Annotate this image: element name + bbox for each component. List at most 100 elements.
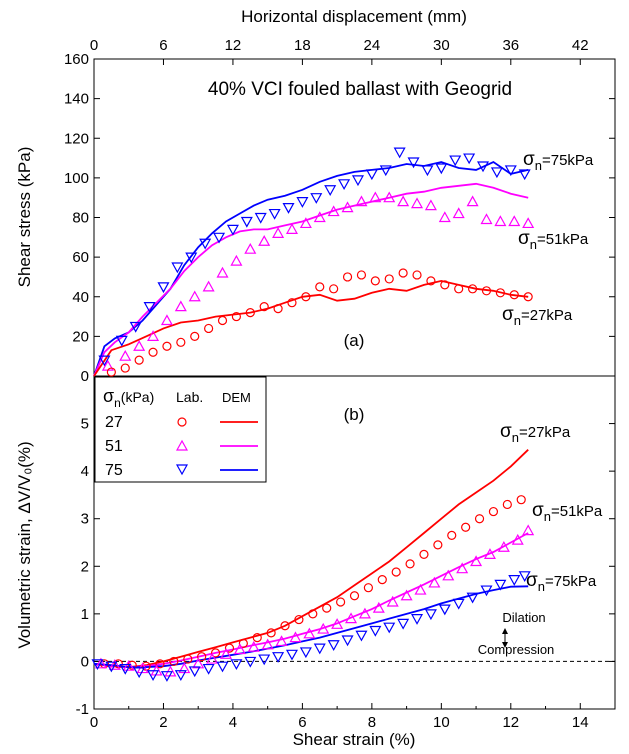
y-tick-label: 4	[81, 463, 89, 480]
y-axis-label-volumetric-strain: Volumetric strain, ΔV/V₀(%)	[15, 441, 34, 648]
lab-point-51	[480, 213, 493, 225]
lab-point-75	[355, 630, 368, 642]
dem-line-75	[93, 585, 529, 668]
lab-point-75	[213, 232, 226, 244]
lab-point-75	[258, 654, 271, 666]
lab-point-27	[155, 659, 165, 669]
lab-point-75	[282, 202, 295, 214]
x-axis-label: Shear strain (%)	[293, 730, 416, 749]
lab-point-75	[105, 661, 118, 673]
y-tick-label: 80	[72, 210, 89, 227]
lab-point-75	[299, 647, 312, 659]
annotation-text: =75kPa	[545, 573, 597, 590]
y-tick-label: 2	[81, 558, 89, 575]
lab-point-27	[474, 514, 485, 524]
lab-point-27	[349, 591, 360, 601]
lab-point-51	[261, 638, 274, 650]
lab-point-51	[247, 640, 260, 652]
lab-point-51	[188, 290, 201, 302]
lab-point-75	[452, 598, 465, 610]
lab-point-75	[310, 193, 323, 204]
lab-point-27	[447, 530, 457, 540]
lab-point-75	[199, 238, 212, 250]
sigma-subscript: n	[514, 313, 521, 328]
lab-point-51	[383, 191, 396, 203]
lab-point-27	[238, 638, 248, 648]
panel-label-b: (b)	[344, 405, 365, 424]
lab-point-75	[129, 321, 142, 333]
series-layer	[91, 147, 535, 682]
lab-point-75	[504, 165, 517, 177]
annotation-sigma-27-volumetric: σn=27kPa	[500, 421, 571, 445]
lab-point-75	[147, 670, 160, 681]
annotation-text: =51kPa	[551, 503, 603, 520]
lab-point-51	[275, 635, 288, 647]
lab-point-75	[466, 592, 479, 604]
x-tick-label: 2	[159, 714, 167, 731]
lab-point-51	[272, 227, 285, 238]
sigma-symbol: σ	[103, 386, 114, 406]
lab-point-51	[174, 300, 187, 312]
lab-point-75	[494, 579, 507, 591]
lab-point-75	[463, 153, 476, 165]
lab-point-27	[516, 495, 526, 505]
lab-point-51	[358, 607, 371, 619]
plot-frame-shear-stress	[93, 58, 616, 377]
lab-point-75	[143, 302, 156, 313]
lab-point-75	[324, 185, 337, 196]
legend-marker-51	[175, 439, 189, 451]
lab-point-27	[294, 614, 304, 625]
annotation-text: =51kPa	[537, 231, 589, 248]
lab-point-51	[414, 583, 427, 595]
lab-point-27	[467, 284, 478, 294]
lab-point-75	[397, 618, 410, 630]
sigma-symbol: σ	[502, 304, 514, 325]
lab-point-51	[372, 601, 385, 613]
x2-tick-label: 42	[572, 37, 589, 54]
lab-point-51	[94, 657, 107, 669]
lab-point-51	[341, 201, 354, 213]
lab-point-27	[398, 268, 408, 278]
lab-point-75	[119, 663, 132, 675]
lab-point-75	[490, 167, 503, 179]
annotation-sigma-75-volumetric: σn=75kPa	[526, 570, 597, 594]
lab-point-75	[91, 659, 104, 671]
lab-point-27	[426, 276, 436, 286]
lab-point-27	[342, 272, 353, 282]
lab-point-51	[317, 622, 330, 634]
lab-point-75	[272, 652, 285, 663]
lab-point-27	[183, 654, 193, 664]
axes-layer: 0 2 4 6 8 10 12 140 6 12 18 24 30 36 42020406080100120…	[64, 37, 615, 731]
lab-point-51	[369, 191, 382, 203]
x-tick-label: 0	[90, 714, 98, 731]
lab-point-51	[411, 197, 424, 209]
lab-point-51	[258, 235, 271, 246]
lab-point-75	[185, 252, 198, 264]
lab-point-51	[456, 562, 469, 574]
legend-header-dem: DEM	[222, 390, 251, 405]
sigma-subscript: n	[530, 237, 537, 252]
lab-point-75	[327, 640, 340, 652]
lab-point-27	[120, 363, 130, 373]
lab-point-75	[188, 666, 201, 678]
lab-point-75	[476, 161, 490, 173]
lab-point-75	[254, 212, 267, 224]
sigma-symbol: σ	[526, 570, 538, 591]
legend-header-lab: Lab.	[176, 389, 203, 405]
sigma-symbol: σ	[500, 421, 512, 442]
lab-point-51	[192, 657, 205, 669]
lab-point-27	[106, 367, 116, 377]
lab-point-27	[377, 575, 387, 585]
lab-point-27	[176, 337, 186, 347]
lab-point-75	[202, 663, 215, 675]
lab-point-75	[365, 169, 378, 181]
lab-point-27	[419, 549, 429, 559]
legend-marker-27	[177, 417, 187, 427]
lab-point-27	[113, 659, 123, 669]
lab-point-51	[442, 569, 455, 581]
lab-point-27	[363, 583, 373, 593]
y-tick-label: 40	[72, 289, 89, 306]
lab-point-51	[119, 349, 132, 361]
annotation-text: =75kPa	[542, 152, 594, 169]
x-tick-label: 6	[298, 714, 306, 731]
